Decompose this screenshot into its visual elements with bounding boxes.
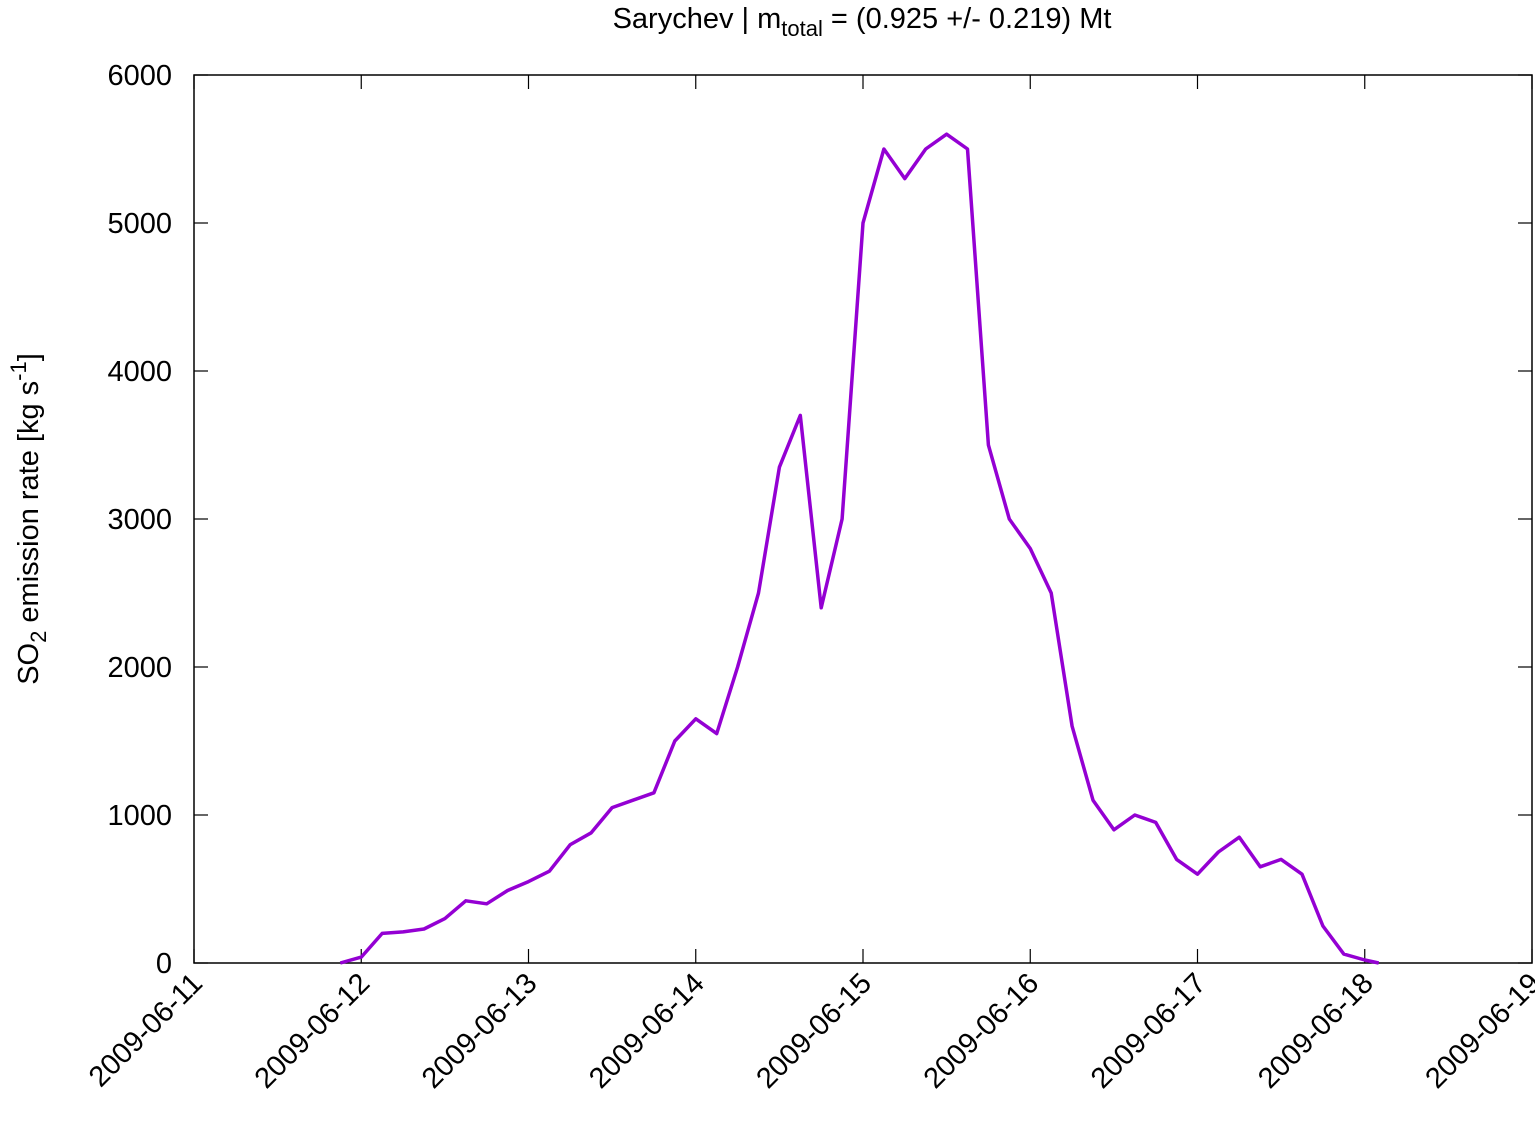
title-part: Sarychev | m xyxy=(613,3,782,35)
y-tick-label: 6000 xyxy=(107,60,172,92)
ylabel-part: emission rate [kg s xyxy=(13,381,45,631)
x-tick-label: 2009-06-11 xyxy=(83,967,209,1093)
y-tick-label: 4000 xyxy=(107,356,172,388)
x-tick-label: 2009-06-14 xyxy=(583,967,711,1095)
plot-frame xyxy=(193,74,1533,964)
ylabel-part: ] xyxy=(13,353,45,361)
x-tick-label: 2009-06-16 xyxy=(918,967,1046,1095)
ylabel-superscript: -1 xyxy=(6,361,31,381)
y-tick-label: 3000 xyxy=(107,504,172,536)
y-tick-label: 2000 xyxy=(107,652,172,684)
x-tick-label: 2009-06-12 xyxy=(249,967,377,1095)
y-tick-label: 5000 xyxy=(107,208,172,240)
x-tick-label: 2009-06-18 xyxy=(1252,967,1380,1095)
chart-title: Sarychev | mtotal = (0.925 +/- 0.219) Mt xyxy=(613,3,1112,41)
title-part: = (0.925 +/- 0.219) Mt xyxy=(823,3,1112,35)
y-tick-label: 0 xyxy=(156,948,172,980)
x-tick-label: 2009-06-19 xyxy=(1419,967,1535,1095)
ylabel-subscript: 2 xyxy=(26,631,51,643)
y-tick-label: 1000 xyxy=(107,800,172,832)
x-tick-label: 2009-06-15 xyxy=(750,967,878,1095)
line-series xyxy=(339,132,1380,965)
ylabel-part: SO xyxy=(13,643,45,685)
x-tick-label: 2009-06-13 xyxy=(416,967,544,1095)
y-axis-label: SO2 emission rate [kg s-1] xyxy=(6,353,51,685)
title-subscript: total xyxy=(781,16,823,41)
x-tick-label: 2009-06-17 xyxy=(1085,967,1213,1095)
